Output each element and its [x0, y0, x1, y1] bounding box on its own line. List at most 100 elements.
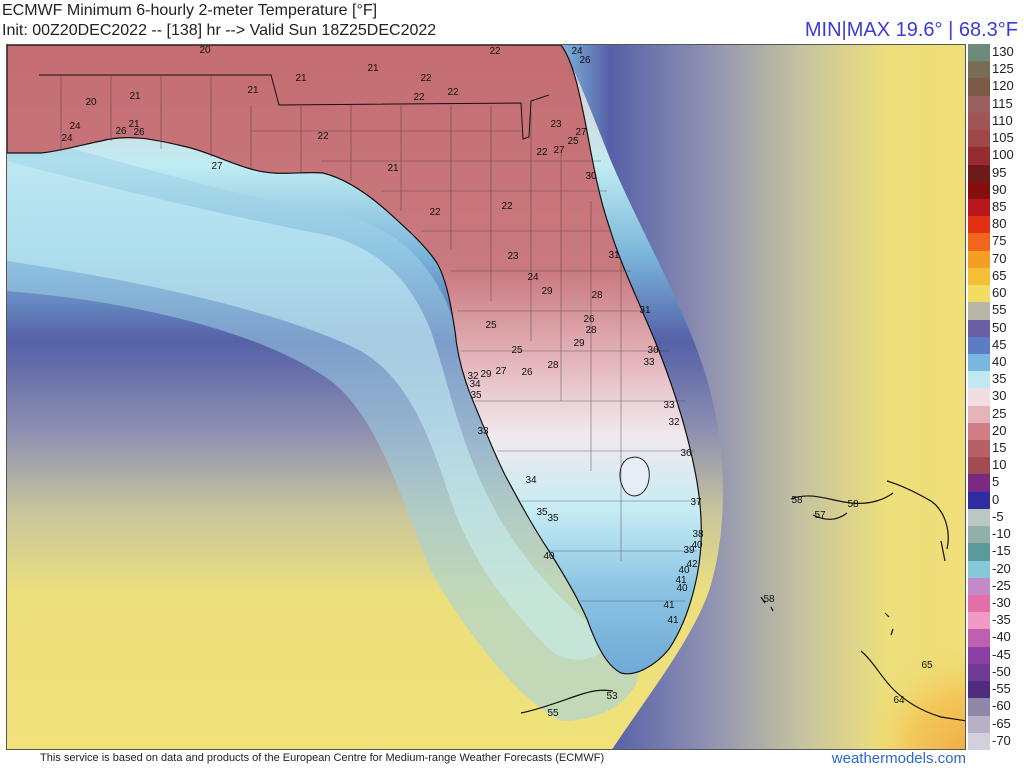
temperature-label: 26	[133, 127, 145, 138]
scale-tick-label: 55	[992, 302, 1007, 318]
temperature-label: 25	[567, 136, 579, 147]
scale-tick-label: -55	[992, 681, 1011, 697]
temperature-label: 64	[893, 695, 905, 706]
temperature-label: 35	[470, 390, 482, 401]
scale-swatch	[968, 319, 990, 338]
scale-tick-label: 85	[992, 198, 1007, 214]
scale-tick-label: -40	[992, 629, 1011, 645]
temperature-label: 26	[579, 55, 591, 66]
temperature-label: 34	[525, 475, 537, 486]
scale-tick-label: 75	[992, 233, 1007, 249]
scale-tick-label: 5	[992, 474, 1000, 490]
temperature-label: 40	[678, 565, 690, 576]
temperature-label: 22	[420, 73, 432, 84]
scale-tick-label: 70	[992, 250, 1007, 266]
scale-swatch	[968, 388, 990, 407]
temperature-label: 33	[643, 357, 655, 368]
scale-swatch	[968, 681, 990, 699]
scale-tick-label: -25	[992, 577, 1011, 593]
scale-swatch	[968, 422, 990, 441]
scale-swatch	[968, 267, 990, 286]
scale-tick-label: 60	[992, 285, 1007, 301]
min-max-readout: MIN|MAX 19.6° | 68.3°F	[804, 19, 1018, 41]
scale-swatch	[968, 336, 990, 355]
scale-swatch	[968, 663, 990, 682]
temperature-scale: 130 125 120 115 110 105 100 95 90 85 80 75 70 65 60 55 5…	[968, 44, 1024, 751]
temperature-label: 25	[485, 320, 497, 331]
scale-swatch	[968, 302, 990, 320]
scale-tick-label: 100	[992, 147, 1014, 163]
scale-swatch	[968, 457, 990, 475]
scale-tick-label: 120	[992, 78, 1014, 94]
scale-swatch	[968, 405, 990, 424]
scale-tick-label: 105	[992, 130, 1014, 146]
temperature-label: 21	[387, 163, 399, 174]
scale-swatch	[968, 612, 990, 630]
temperature-map[interactable]: 20 22 24 26 21 21 22 22 22 20 21 21 24 24 26 21 26 22 23 27…	[6, 44, 966, 750]
scale-swatch	[968, 577, 990, 596]
scale-tick-label: 15	[992, 440, 1007, 456]
scale-swatch	[968, 353, 990, 372]
temperature-label: 23	[507, 251, 519, 262]
scale-tick-label: 50	[992, 319, 1007, 335]
temperature-label: 24	[69, 121, 81, 132]
scale-swatch	[968, 508, 990, 527]
scale-tick-label: 10	[992, 457, 1007, 473]
temperature-label: 65	[921, 660, 933, 671]
temperature-label: 32	[467, 371, 479, 382]
scale-swatch	[968, 285, 990, 303]
temperature-label: 41	[667, 615, 679, 626]
temperature-label: 35	[536, 507, 548, 518]
temperature-label: 22	[501, 201, 513, 212]
temperature-label: 21	[295, 73, 307, 84]
scale-tick-label: -15	[992, 543, 1011, 559]
temperature-label: 57	[814, 510, 826, 521]
scale-swatch	[968, 216, 990, 234]
temperature-label: 36	[680, 448, 692, 459]
brand-link[interactable]: weathermodels.com	[831, 750, 966, 767]
temperature-label: 58	[847, 499, 859, 510]
scale-swatch	[968, 715, 990, 734]
temperature-label: 31	[608, 250, 620, 261]
ecmwf-disclaimer: This service is based on data and produc…	[40, 752, 605, 764]
scale-tick-label: 30	[992, 388, 1007, 404]
temperature-label: 42	[686, 559, 698, 570]
scale-tick-label: -30	[992, 595, 1011, 611]
scale-swatch	[968, 732, 990, 751]
scale-tick-label: 0	[992, 491, 1000, 507]
scale-tick-label: -5	[992, 508, 1004, 524]
scale-swatch	[968, 560, 990, 579]
scale-swatch	[968, 112, 990, 131]
scale-swatch	[968, 698, 990, 717]
scale-tick-label: -20	[992, 560, 1011, 576]
scale-tick-label: 25	[992, 405, 1007, 421]
scale-swatch	[968, 371, 990, 389]
temperature-label: 20	[85, 97, 97, 108]
temperature-label: 58	[791, 495, 803, 506]
scale-tick-label: 20	[992, 422, 1007, 438]
temperature-label: 21	[129, 91, 141, 102]
temperature-label: 21	[247, 85, 259, 96]
scale-tick-label: -70	[992, 732, 1011, 748]
temperature-label: 29	[573, 338, 585, 349]
scale-tick-label: 90	[992, 181, 1007, 197]
scale-tick-label: -50	[992, 663, 1011, 679]
scale-tick-label: 65	[992, 267, 1007, 283]
scale-swatch	[968, 147, 990, 166]
temperature-label: 40	[543, 551, 555, 562]
temperature-label: 36	[647, 345, 659, 356]
temperature-label: 25	[511, 345, 523, 356]
init-valid-line: Init: 00Z20DEC2022 -- [138] hr --> Valid…	[2, 22, 437, 39]
scale-tick-label: -65	[992, 715, 1011, 731]
temperature-label: 33	[477, 426, 489, 437]
temperature-label: 37	[690, 497, 702, 508]
temperature-label: 39	[683, 545, 695, 556]
scale-swatch	[968, 198, 990, 217]
scale-swatch	[968, 526, 990, 544]
scale-swatch	[968, 543, 990, 562]
temperature-label: 35	[547, 513, 559, 524]
scale-tick-label: 125	[992, 61, 1014, 77]
temperature-label: 27	[553, 145, 565, 156]
temperature-label: 33	[663, 400, 675, 411]
